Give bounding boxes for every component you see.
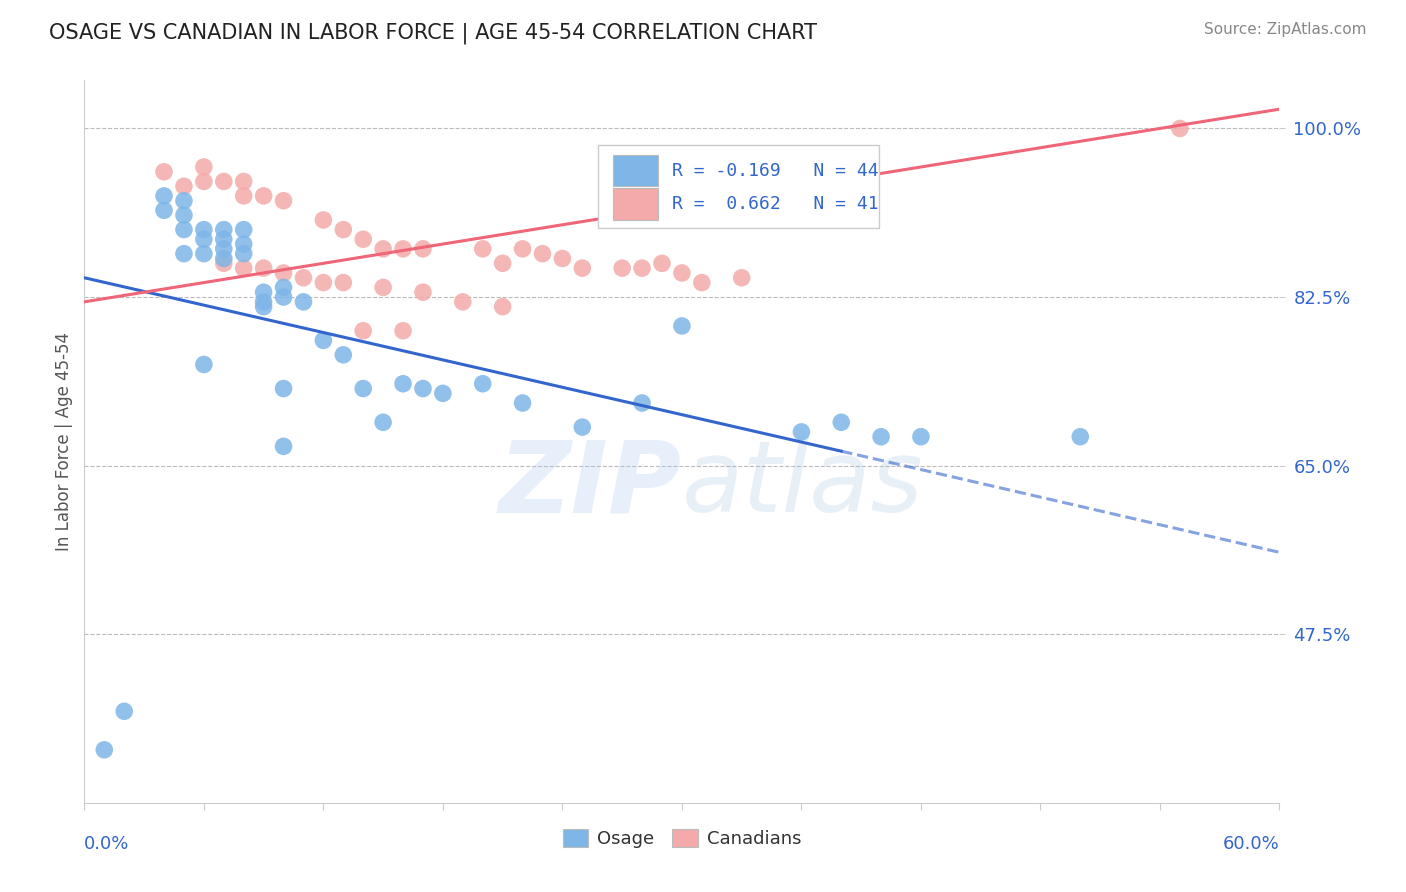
Point <box>173 222 195 236</box>
Point <box>492 256 515 270</box>
Point <box>471 242 494 256</box>
Text: 0.0%: 0.0% <box>84 835 129 854</box>
Point <box>232 261 254 276</box>
Point <box>373 280 395 294</box>
Point <box>292 270 315 285</box>
Point <box>352 382 374 396</box>
Point <box>332 348 354 362</box>
Point <box>173 194 195 208</box>
Point <box>153 165 176 179</box>
Point <box>870 430 893 444</box>
Point <box>631 396 654 410</box>
Point <box>312 213 335 227</box>
Point <box>193 174 215 188</box>
Point <box>392 324 415 338</box>
Point <box>193 358 215 372</box>
FancyBboxPatch shape <box>613 188 658 219</box>
Point <box>1069 430 1091 444</box>
Point <box>273 266 295 280</box>
Point <box>1168 121 1191 136</box>
Point <box>232 189 254 203</box>
Point <box>212 242 235 256</box>
Point <box>212 222 235 236</box>
Text: atlas: atlas <box>682 436 924 533</box>
Point <box>253 300 276 314</box>
Point <box>651 256 673 270</box>
Point <box>153 189 176 203</box>
Text: R = -0.169   N = 44: R = -0.169 N = 44 <box>672 161 879 179</box>
Point <box>253 285 276 300</box>
Point <box>253 261 276 276</box>
Point <box>412 382 434 396</box>
Text: OSAGE VS CANADIAN IN LABOR FORCE | AGE 45-54 CORRELATION CHART: OSAGE VS CANADIAN IN LABOR FORCE | AGE 4… <box>49 22 817 44</box>
Text: Source: ZipAtlas.com: Source: ZipAtlas.com <box>1204 22 1367 37</box>
Point <box>512 396 534 410</box>
Point <box>731 270 754 285</box>
Point <box>392 242 415 256</box>
Point <box>253 189 276 203</box>
Point <box>173 208 195 222</box>
Point <box>312 276 335 290</box>
Point <box>451 294 474 309</box>
Point <box>373 415 395 429</box>
Point <box>830 415 852 429</box>
Point <box>212 174 235 188</box>
Point <box>352 232 374 246</box>
Point <box>312 334 335 348</box>
Point <box>512 242 534 256</box>
Point <box>112 704 135 718</box>
Point <box>273 194 295 208</box>
Point <box>273 280 295 294</box>
Text: R =  0.662   N = 41: R = 0.662 N = 41 <box>672 194 879 213</box>
Text: ZIP: ZIP <box>499 436 682 533</box>
FancyBboxPatch shape <box>613 154 658 186</box>
Point <box>392 376 415 391</box>
Point <box>232 174 254 188</box>
Point <box>471 376 494 391</box>
Point <box>173 246 195 260</box>
Point <box>790 425 813 439</box>
Text: 60.0%: 60.0% <box>1223 835 1279 854</box>
Point <box>273 382 295 396</box>
Point <box>551 252 574 266</box>
Point <box>273 290 295 304</box>
Point <box>571 261 593 276</box>
Point <box>193 232 215 246</box>
Point <box>332 276 354 290</box>
Point <box>412 242 434 256</box>
Point <box>292 294 315 309</box>
Legend: Osage, Canadians: Osage, Canadians <box>562 829 801 848</box>
Point <box>153 203 176 218</box>
Point <box>412 285 434 300</box>
Point <box>373 242 395 256</box>
Point <box>612 261 634 276</box>
Point <box>690 276 713 290</box>
Point <box>193 222 215 236</box>
Point <box>332 222 354 236</box>
Point <box>671 266 693 280</box>
Point <box>232 237 254 252</box>
Point <box>232 246 254 260</box>
Point <box>492 300 515 314</box>
Point <box>93 743 115 757</box>
Point <box>571 420 593 434</box>
Point <box>173 179 195 194</box>
Y-axis label: In Labor Force | Age 45-54: In Labor Force | Age 45-54 <box>55 332 73 551</box>
Point <box>432 386 454 401</box>
Point <box>531 246 554 260</box>
FancyBboxPatch shape <box>599 145 879 228</box>
Point <box>273 439 295 453</box>
Point <box>910 430 932 444</box>
Point <box>212 256 235 270</box>
Point <box>671 318 693 333</box>
Point <box>253 294 276 309</box>
Point <box>212 252 235 266</box>
Point <box>193 246 215 260</box>
Point <box>232 222 254 236</box>
Point <box>212 232 235 246</box>
Point <box>352 324 374 338</box>
Point <box>193 160 215 174</box>
Point <box>631 261 654 276</box>
